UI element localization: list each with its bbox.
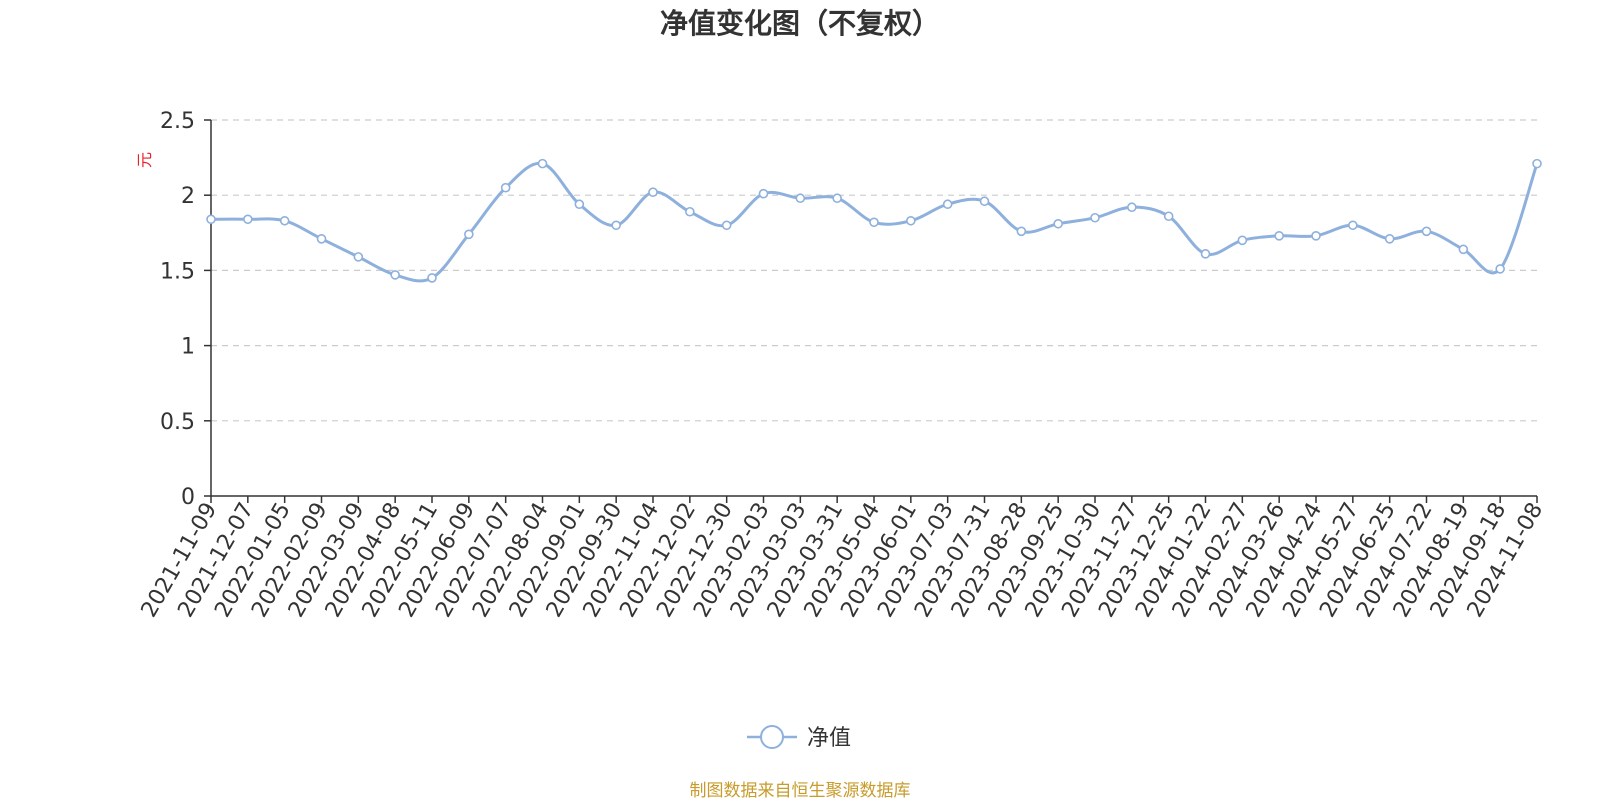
grid-lines [211, 119, 1537, 422]
data-point[interactable] [795, 193, 806, 204]
legend[interactable]: 净值 [747, 725, 851, 751]
data-point[interactable] [1127, 202, 1137, 213]
y-tick-label: 0.5 [160, 410, 195, 435]
data-point[interactable] [1348, 220, 1358, 231]
legend-label: 净值 [807, 726, 851, 751]
data-point[interactable] [758, 188, 769, 199]
data-point[interactable] [500, 182, 511, 193]
data-point[interactable] [1384, 234, 1395, 244]
data-point[interactable] [1163, 211, 1174, 222]
data-point[interactable] [574, 199, 585, 210]
data-point[interactable] [353, 252, 364, 262]
data-point[interactable] [1458, 244, 1469, 255]
data-point[interactable] [611, 220, 621, 231]
series-layer [206, 158, 1542, 283]
data-point[interactable] [206, 214, 216, 225]
data-point[interactable] [979, 196, 990, 207]
data-point[interactable] [316, 234, 327, 244]
data-point[interactable] [1053, 218, 1063, 229]
data-point[interactable] [685, 206, 695, 217]
y-tick-label: 0 [181, 485, 195, 510]
data-point[interactable] [1311, 231, 1321, 241]
data-point[interactable] [1090, 212, 1100, 223]
data-point[interactable] [721, 220, 732, 231]
data-point[interactable] [1237, 235, 1248, 246]
x-axis-ticks: 2021-11-092021-12-072022-01-052022-02-09… [137, 496, 1548, 622]
data-point[interactable] [832, 193, 842, 204]
data-point[interactable] [243, 214, 253, 225]
source-note: 制图数据来自恒生聚源数据库 [690, 781, 911, 800]
data-point[interactable] [869, 217, 879, 228]
data-point[interactable] [1016, 226, 1027, 237]
y-tick-label: 2 [181, 184, 195, 209]
y-tick-label: 1.5 [160, 259, 195, 284]
data-point[interactable] [1274, 231, 1284, 241]
data-point[interactable] [279, 215, 290, 226]
chart-title: 净值变化图（不复权） [660, 7, 940, 40]
data-point[interactable] [427, 273, 437, 283]
data-point[interactable] [390, 270, 400, 280]
data-point[interactable] [1200, 249, 1211, 259]
y-axis-ticks: 0 0.5 1 1.5 2 2.5 [160, 109, 211, 510]
data-point[interactable] [464, 229, 474, 240]
data-point[interactable] [906, 215, 916, 226]
legend-marker-icon [760, 725, 784, 749]
y-tick-label: 1 [181, 335, 195, 360]
data-point[interactable] [1495, 264, 1505, 274]
data-point[interactable] [537, 158, 548, 169]
data-point[interactable] [1421, 226, 1432, 237]
data-point[interactable] [648, 187, 658, 197]
y-axis-label: 元 [135, 152, 154, 168]
data-point[interactable] [942, 199, 953, 210]
y-tick-label: 2.5 [160, 109, 195, 134]
data-point[interactable] [1532, 158, 1542, 169]
